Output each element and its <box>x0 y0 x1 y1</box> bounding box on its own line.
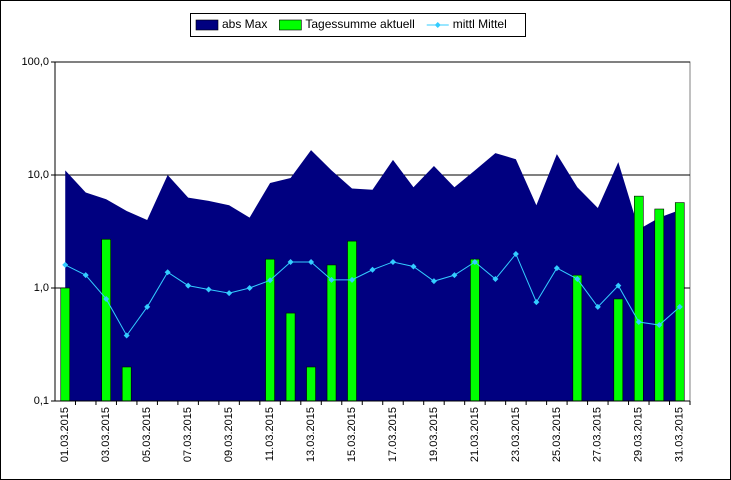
bar <box>347 240 357 402</box>
bar <box>613 298 624 402</box>
legend-swatch <box>195 19 219 31</box>
marker <box>267 277 274 284</box>
marker <box>205 286 212 293</box>
bar <box>572 274 583 402</box>
marker <box>594 303 601 310</box>
marker <box>471 258 478 265</box>
y-tick-label: 0,1 <box>34 395 49 407</box>
x-tick-label: 31.03.2015 <box>674 407 686 462</box>
marker <box>226 290 233 297</box>
bar <box>101 238 112 402</box>
legend-box <box>190 13 526 37</box>
marker <box>328 276 335 283</box>
marker <box>574 276 581 283</box>
bar <box>633 195 644 402</box>
legend-label: abs Max <box>222 17 267 31</box>
marker <box>123 332 130 339</box>
x-tick-label: 15.03.2015 <box>346 407 358 462</box>
x-tick-label: 19.03.2015 <box>428 407 440 462</box>
legend-swatch <box>279 19 302 31</box>
legend-label: mittl Mittel <box>453 17 507 31</box>
marker <box>287 258 294 265</box>
marker <box>615 282 622 289</box>
x-tick-label: 29.03.2015 <box>633 407 645 462</box>
bar <box>60 287 71 402</box>
bar <box>326 264 337 402</box>
bar <box>285 312 296 402</box>
marker <box>676 303 683 310</box>
marker <box>389 258 396 265</box>
marker <box>553 265 560 272</box>
marker <box>103 295 110 302</box>
marker <box>308 258 315 265</box>
y-tick-label: 10,0 <box>28 169 49 181</box>
x-tick-label: 05.03.2015 <box>141 407 153 462</box>
x-tick-label: 13.03.2015 <box>305 407 317 462</box>
x-tick-label: 17.03.2015 <box>387 407 399 462</box>
marker <box>62 261 69 268</box>
marker <box>369 266 376 273</box>
marker <box>512 250 519 257</box>
y-tick-label: 100,0 <box>21 56 49 68</box>
marker <box>410 263 417 270</box>
marker <box>656 322 663 329</box>
marker <box>82 272 89 279</box>
x-tick-label: 27.03.2015 <box>592 407 604 462</box>
bar <box>121 366 132 402</box>
marker <box>635 319 642 326</box>
marker <box>185 282 192 289</box>
marker <box>430 278 437 285</box>
marker <box>451 272 458 279</box>
bar <box>654 208 665 402</box>
area <box>65 150 680 401</box>
x-tick-label: 21.03.2015 <box>469 407 481 462</box>
x-tick-label: 11.03.2015 <box>264 407 276 461</box>
x-tick-label: 03.03.2015 <box>100 407 112 462</box>
bar <box>470 258 480 402</box>
marker <box>246 285 253 291</box>
marker <box>144 303 151 310</box>
x-tick-label: 09.03.2015 <box>223 407 235 462</box>
marker <box>349 276 356 283</box>
y-tick-label: 1,0 <box>34 282 49 294</box>
legend-label: Tagessumme aktuell <box>305 17 414 31</box>
legend-marker <box>434 22 441 28</box>
x-tick-label: 01.03.2015 <box>59 407 71 462</box>
x-tick-label: 07.03.2015 <box>182 407 194 462</box>
x-tick-label: 25.03.2015 <box>551 407 563 462</box>
bar <box>674 202 685 402</box>
x-tick-label: 23.03.2015 <box>510 407 522 462</box>
marker <box>492 276 499 283</box>
bar <box>306 366 316 402</box>
marker <box>164 269 171 276</box>
marker <box>533 299 540 306</box>
